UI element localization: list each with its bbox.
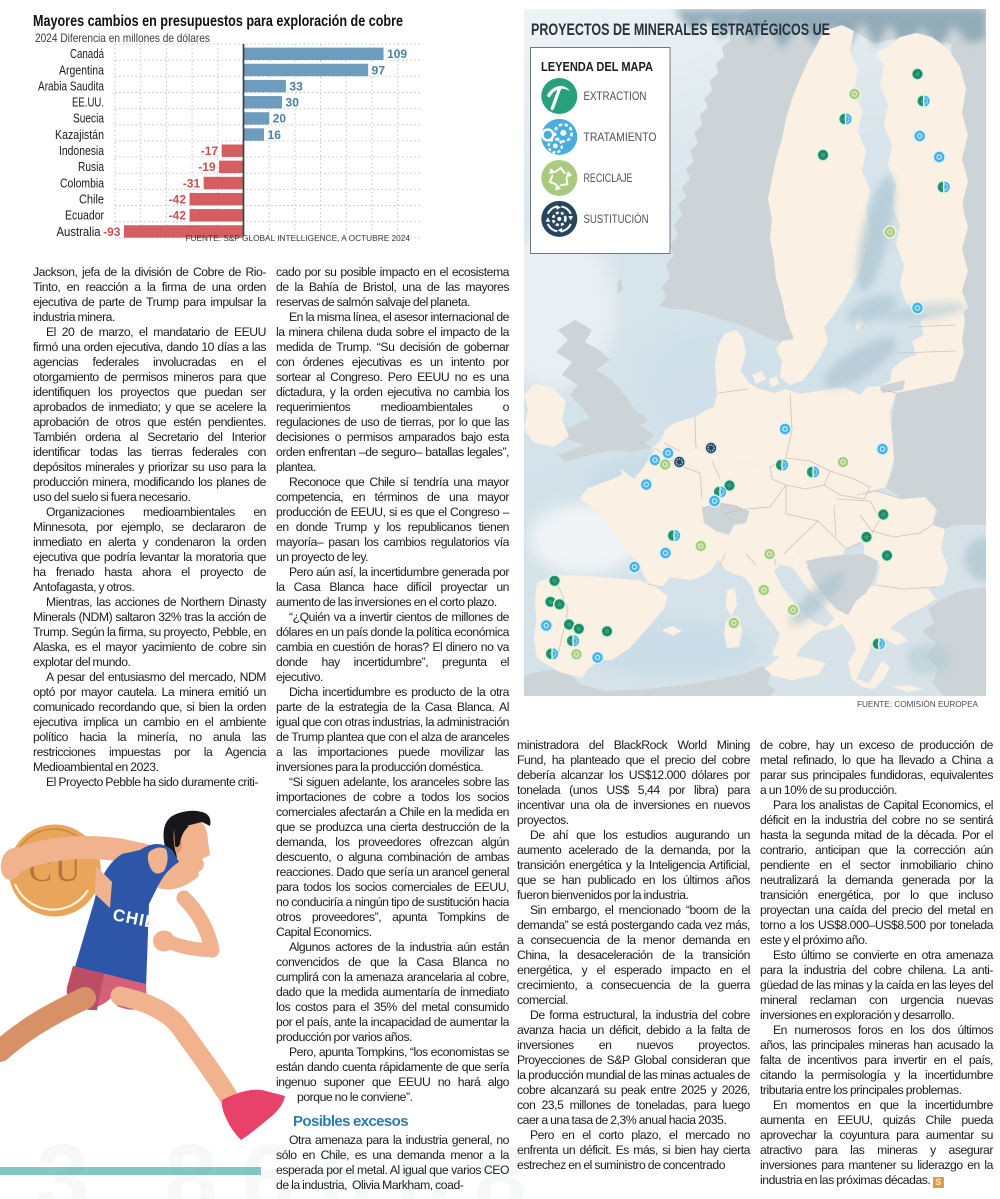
svg-text:Mayores cambios en presupuesto: Mayores cambios en presupuestos para exp… xyxy=(33,13,403,30)
svg-text:97: 97 xyxy=(372,63,386,77)
svg-text:16: 16 xyxy=(268,128,282,142)
svg-text:EE.UU.: EE.UU. xyxy=(72,95,104,110)
svg-text:EXTRACTION: EXTRACTION xyxy=(584,91,647,103)
svg-text:-17: -17 xyxy=(201,144,219,158)
svg-text:FUENTE: S&P GLOBAL INTELLIGENC: FUENTE: S&P GLOBAL INTELLIGENCE, A OCTUB… xyxy=(185,233,410,243)
svg-text:33: 33 xyxy=(289,79,303,93)
svg-text:30: 30 xyxy=(286,96,300,110)
svg-text:Canadá: Canadá xyxy=(70,46,105,61)
svg-text:-42: -42 xyxy=(169,192,187,206)
svg-text:109: 109 xyxy=(387,47,407,61)
svg-text:Ecuador: Ecuador xyxy=(65,208,105,223)
svg-text:-31: -31 xyxy=(183,176,201,190)
svg-text:-42: -42 xyxy=(169,209,187,223)
svg-text:Colombia: Colombia xyxy=(60,175,105,190)
svg-text:Argentina: Argentina xyxy=(59,62,105,77)
svg-text:Australia: Australia xyxy=(57,224,102,239)
svg-text:RECICLAJE: RECICLAJE xyxy=(584,173,633,185)
svg-text:-19: -19 xyxy=(198,160,216,174)
svg-text:PROYECTOS DE MINERALES ESTRATÉ: PROYECTOS DE MINERALES ESTRATÉGICOS UE xyxy=(531,20,830,39)
svg-text:Rusia: Rusia xyxy=(78,159,105,174)
svg-text:LEYENDA DEL MAPA: LEYENDA DEL MAPA xyxy=(541,60,653,74)
svg-text:-93: -93 xyxy=(103,225,121,239)
svg-text:Suecia: Suecia xyxy=(73,111,105,126)
svg-text:20: 20 xyxy=(273,112,287,126)
svg-text:Kazajistán: Kazajistán xyxy=(55,127,104,142)
svg-text:2024 Diferencia en millones de: 2024 Diferencia en millones de dólares xyxy=(35,31,210,45)
svg-text:Arabia Saudita: Arabia Saudita xyxy=(38,78,105,93)
svg-text:Indonesia: Indonesia xyxy=(59,143,105,158)
svg-text:Chile: Chile xyxy=(79,191,104,206)
svg-text:SUSTITUCIÓN: SUSTITUCIÓN xyxy=(584,213,649,226)
svg-text:TRATAMIENTO: TRATAMIENTO xyxy=(584,132,657,144)
